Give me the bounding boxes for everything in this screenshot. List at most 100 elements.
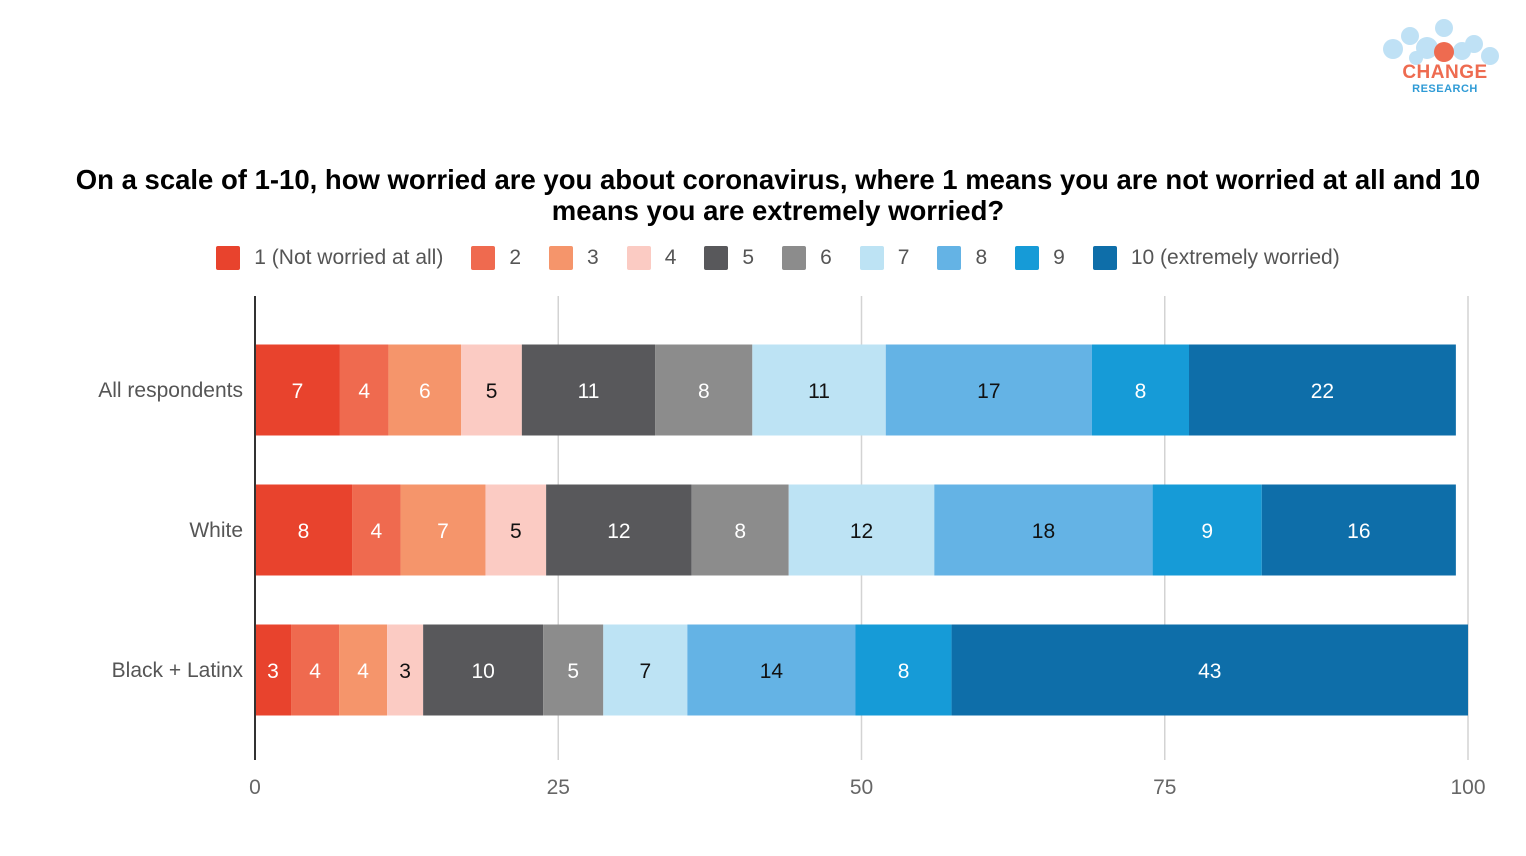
legend-swatch: [937, 246, 962, 270]
bar-segment: [655, 344, 753, 436]
bar-segment: [788, 484, 935, 576]
data-label: 17: [977, 380, 1000, 403]
category-label: All respondents: [98, 379, 243, 402]
bar-segment: [543, 624, 604, 716]
data-label: 10: [472, 660, 495, 683]
data-label: 4: [357, 660, 369, 683]
legend-label: 4: [664, 246, 677, 269]
bar-segment: [339, 344, 389, 436]
data-label: 4: [370, 520, 382, 543]
data-label: 6: [419, 380, 431, 403]
data-label: 12: [850, 520, 873, 543]
data-label: 43: [1198, 660, 1221, 683]
bar-segment: [951, 624, 1468, 716]
data-label: 16: [1347, 520, 1370, 543]
bar-segment: [1152, 484, 1262, 576]
legend-item: 8: [937, 246, 987, 270]
legend-label: 8: [975, 246, 988, 269]
logo-subtitle: RESEARCH: [1412, 83, 1478, 95]
category-label: White: [189, 519, 243, 542]
legend-label: 3: [587, 246, 599, 269]
data-label: 9: [1201, 520, 1213, 543]
data-label: 5: [510, 520, 522, 543]
x-tick-label: 25: [547, 776, 570, 799]
x-tick-label: 75: [1153, 776, 1176, 799]
legend-swatch: [1092, 246, 1117, 270]
category-label: Black + Latinx: [112, 659, 244, 682]
legend-item: 1 (Not worried at all): [216, 246, 443, 270]
legend-swatch: [216, 246, 241, 270]
legend-label: 10 (extremely worried): [1130, 246, 1340, 269]
bar-segment: [388, 344, 462, 436]
bar-segment: [752, 344, 886, 436]
legend-item: 4: [626, 246, 677, 270]
x-tick-label: 100: [1450, 776, 1485, 799]
legend-label: 9: [1053, 246, 1065, 269]
legend-item: 2: [471, 246, 521, 270]
legend-swatch: [704, 246, 729, 270]
legend-swatch: [1015, 246, 1040, 270]
data-label: 11: [808, 380, 830, 403]
logo-dots-icon: [1383, 19, 1499, 65]
legend-label: 1 (Not worried at all): [254, 246, 444, 269]
bar-segment: [1091, 344, 1190, 436]
bar-segment: [255, 484, 353, 576]
legend-item: 5: [704, 246, 754, 270]
data-label: 3: [267, 660, 279, 683]
legend-swatch: [471, 246, 496, 270]
bar-segment: [934, 484, 1153, 576]
bar-segment: [255, 344, 340, 436]
data-label: 4: [309, 660, 321, 683]
legend-swatch: [626, 246, 651, 270]
bar-segment: [291, 624, 340, 716]
bar-segment: [885, 344, 1092, 436]
bar-segment: [423, 624, 544, 716]
data-label: 3: [399, 660, 411, 683]
legend-swatch: [549, 246, 574, 270]
bar-segment: [400, 484, 486, 576]
legend-swatch: [782, 246, 807, 270]
change-research-logo: CHANGE RESEARCH: [1380, 16, 1510, 100]
data-label: 8: [898, 660, 910, 683]
data-label: 11: [578, 380, 600, 403]
bar-segment: [691, 484, 789, 576]
legend-item: 6: [782, 246, 832, 270]
chart-title: On a scale of 1-10, how worried are you …: [75, 164, 1481, 226]
data-label: 5: [567, 660, 579, 683]
bar-segment: [352, 484, 401, 576]
logo-wordmark: CHANGE: [1402, 62, 1488, 83]
x-tick-label: 0: [249, 776, 261, 799]
data-label: 5: [486, 380, 498, 403]
data-label: 8: [698, 380, 710, 403]
data-label: 4: [358, 380, 370, 403]
legend-item: 9: [1015, 246, 1065, 270]
bar-segment: [255, 624, 292, 716]
data-label: 14: [760, 660, 784, 683]
bar-segment: [546, 484, 692, 576]
legend-label: 7: [897, 246, 910, 269]
legend-swatch: [859, 246, 884, 270]
data-label: 22: [1311, 380, 1334, 403]
bar-segment: [855, 624, 952, 716]
bar-segment: [339, 624, 388, 716]
bar-segment: [687, 624, 856, 716]
data-label: 8: [734, 520, 746, 543]
data-label: 7: [639, 660, 651, 683]
legend-label: 5: [742, 246, 755, 269]
data-label: 8: [1135, 380, 1147, 403]
data-label: 7: [437, 520, 449, 543]
chart-legend: 1 (Not worried at all) 2 3 4 5 6 7 8 9 10 (extrem…: [0, 246, 1526, 270]
bar-segment: [603, 624, 688, 716]
bar-segment: [521, 344, 656, 436]
bar-segment: [1261, 484, 1456, 576]
bar-segment: [387, 624, 424, 716]
data-label: 7: [292, 380, 304, 403]
legend-item: 3: [549, 246, 599, 270]
legend-label: 2: [509, 246, 522, 269]
data-label: 12: [607, 520, 630, 543]
x-tick-label: 50: [850, 776, 873, 799]
data-label: 18: [1032, 520, 1055, 543]
legend-label: 6: [820, 246, 832, 269]
legend-item: 7: [859, 246, 910, 270]
